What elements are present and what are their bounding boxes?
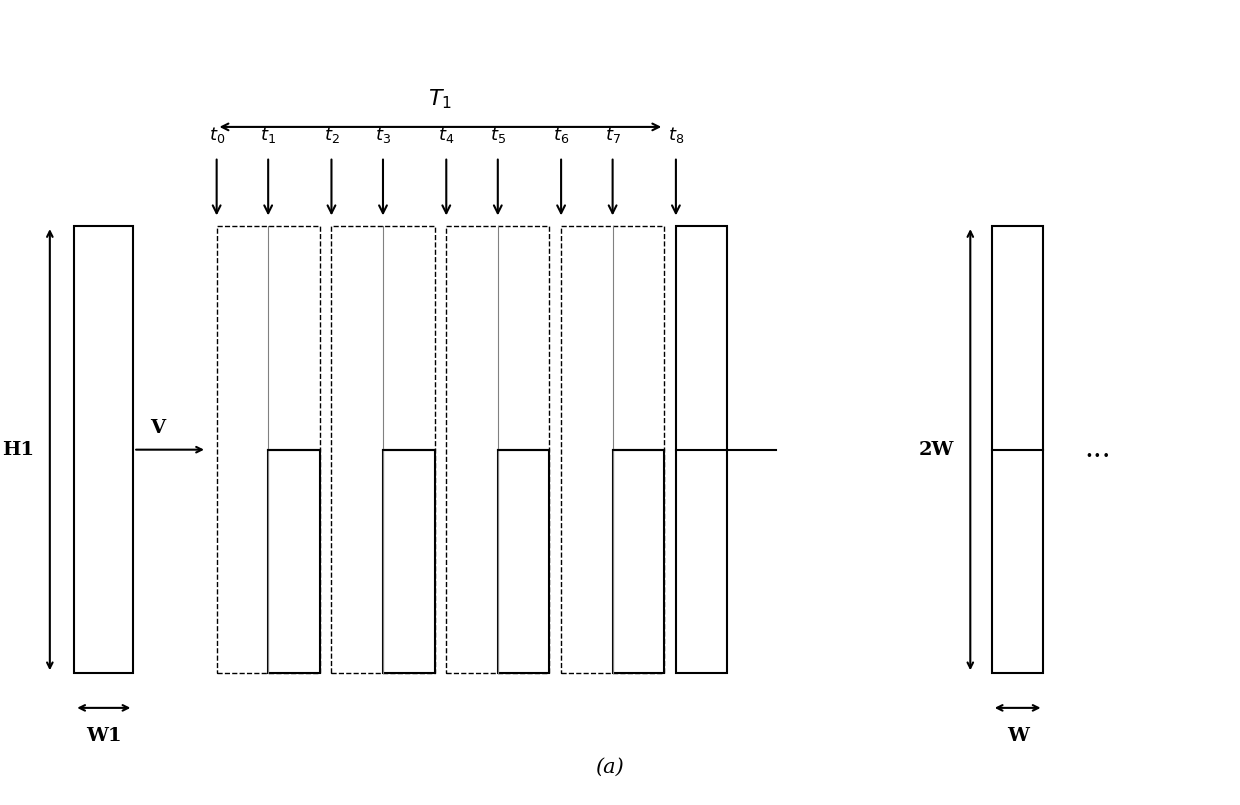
Text: H1: H1 xyxy=(2,440,35,459)
Bar xyxy=(676,226,728,673)
Text: ...: ... xyxy=(1084,436,1111,463)
Text: $t_4$: $t_4$ xyxy=(438,125,454,145)
Text: 2W: 2W xyxy=(919,440,954,459)
Text: $t_3$: $t_3$ xyxy=(374,125,391,145)
Text: V: V xyxy=(150,419,165,437)
Bar xyxy=(497,450,549,673)
Bar xyxy=(74,226,133,673)
Bar xyxy=(613,450,665,673)
Bar xyxy=(383,450,434,673)
Text: $t_1$: $t_1$ xyxy=(260,125,277,145)
Text: $t_7$: $t_7$ xyxy=(605,125,620,145)
Bar xyxy=(331,226,434,673)
Text: W1: W1 xyxy=(86,727,122,745)
Bar xyxy=(446,226,549,673)
Text: $t_8$: $t_8$ xyxy=(668,125,684,145)
Text: $T_1$: $T_1$ xyxy=(428,87,453,111)
Text: $t_0$: $t_0$ xyxy=(208,125,224,145)
Bar xyxy=(560,226,665,673)
Bar xyxy=(992,226,1043,673)
Bar xyxy=(268,450,320,673)
Text: W: W xyxy=(1007,727,1029,745)
Text: $t_5$: $t_5$ xyxy=(490,125,506,145)
Bar xyxy=(217,226,320,673)
Text: $t_6$: $t_6$ xyxy=(553,125,569,145)
Text: (a): (a) xyxy=(595,758,624,777)
Text: $t_2$: $t_2$ xyxy=(324,125,340,145)
